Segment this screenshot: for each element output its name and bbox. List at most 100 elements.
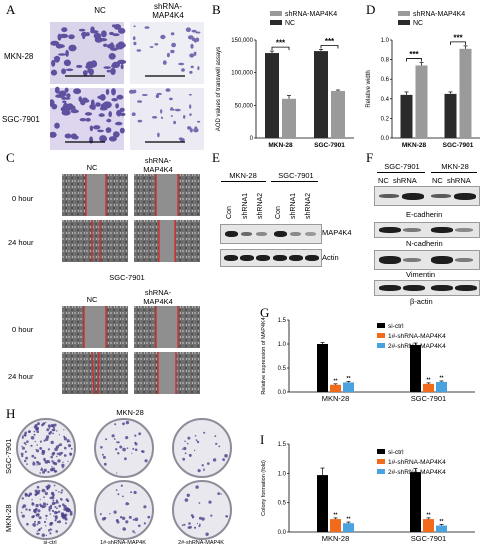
legend-label: si-ctrl	[388, 323, 404, 330]
panel-h-row-sgc7901: SGC-7901	[4, 438, 13, 474]
significance-bracket	[450, 41, 466, 45]
panel-e-lane-label: Con	[226, 206, 233, 219]
category-label: MKN-28	[402, 142, 427, 149]
panel-e-lane-label: shRNA1	[290, 192, 297, 219]
chart-d: 0.0 0.2 0.4 0.6 0.8 1.0 Relative width *** MKN-2…	[366, 11, 480, 149]
significance-mark: **	[440, 519, 444, 525]
significance-mark: ***	[409, 50, 419, 59]
y-axis-label: AOD values of transwell assays	[216, 47, 222, 131]
micrograph-sgc7901-nc	[50, 86, 126, 150]
legend-label: NC	[413, 20, 423, 27]
panel-c-top-col-shrna: shRNA- MAP4K4	[143, 156, 173, 174]
category-label: SGC-7901	[411, 534, 446, 543]
legend-label: shRNA-MAP4K4	[285, 11, 337, 18]
panel-letter-a: A	[6, 2, 16, 17]
legend-label: shRNA-MAP4K4	[413, 11, 465, 18]
colony-dish	[16, 480, 76, 540]
panel-f-protein-beta-actin: β-actin	[410, 297, 433, 306]
panel-e-group-line-1	[221, 181, 266, 182]
significance-mark: ***	[276, 39, 286, 48]
panel-f-group-line-1	[377, 172, 425, 173]
panel-letter-c: C	[6, 150, 15, 165]
legend-label: NC	[285, 20, 295, 27]
legend-swatch	[270, 20, 282, 25]
panel-e-lane-label: shRNA2	[305, 192, 312, 219]
chart-b: 0 50,000 100,000 150,000 AOD values of trans…	[216, 11, 354, 149]
y-tick-label: 0.0	[381, 136, 390, 142]
bar-1-shrna-map4k4	[330, 384, 341, 392]
category-label: MKN-28	[322, 534, 350, 543]
legend-label: si-ctrl	[388, 449, 404, 456]
panel-e-lane-label: shRNA1	[242, 192, 249, 219]
category-label: SGC-7901	[443, 142, 474, 149]
panel-f-lane-3: NC	[432, 176, 443, 185]
bar-2-shrna-map4k4	[343, 523, 354, 532]
significance-mark: **	[427, 512, 431, 518]
y-tick-label: 1.0	[381, 38, 390, 44]
panel-letter-h: H	[6, 406, 16, 421]
y-tick-label: 1.5	[278, 318, 287, 324]
y-tick-label: 0.0	[278, 390, 287, 396]
bar-si-ctrl	[317, 344, 328, 392]
legend-swatch	[398, 20, 410, 25]
panel-h-title: MKN-28	[116, 408, 144, 417]
legend-label: 2#-shRNA-MAP4K4	[388, 469, 446, 476]
panel-c-top-col-nc: NC	[86, 163, 98, 172]
panel-e-group-sgc7901: SGC-7901	[278, 171, 314, 180]
bar-1-shrna-map4k4	[423, 383, 434, 392]
colony-dish	[94, 480, 154, 540]
legend-swatch	[270, 11, 282, 16]
panel-h-colony-dishes	[16, 418, 232, 540]
panel-c-bottom-col-shrna: shRNA- MAP4K4	[143, 288, 173, 306]
wound-sgc7901-shrna-0h	[134, 306, 200, 348]
legend-swatch	[398, 11, 410, 16]
panel-c-bottom-row-24h: 24 hour	[8, 372, 34, 381]
panel-f-group-mkn28: MKN-28	[441, 162, 469, 171]
legend-swatch	[377, 469, 385, 474]
panel-e-group-line-2	[271, 181, 318, 182]
bar-shrna-map4k4	[459, 48, 472, 138]
panel-f-lane-1: NC	[378, 176, 389, 185]
panel-f-lane-2: shRNA	[393, 176, 417, 185]
bar-si-ctrl	[317, 475, 328, 532]
blot-f-e-cadherin	[374, 186, 480, 206]
bar-si-ctrl	[410, 472, 421, 532]
colony-dish	[172, 480, 232, 540]
significance-mark: ***	[325, 37, 335, 46]
panel-a-row-label-sgc7901: SGC-7901	[2, 115, 40, 124]
panel-letter-g: G	[260, 305, 270, 320]
significance-mark: **	[347, 517, 351, 523]
bar-shrna-map4k4	[415, 65, 428, 138]
panel-e-protein-actin: Actin	[322, 253, 339, 262]
panel-c-bottom-title: SGC-7901	[109, 273, 145, 282]
colony-dish	[16, 418, 76, 478]
significance-mark: **	[347, 376, 351, 382]
panel-c-bottom-row-0h: 0 hour	[12, 325, 34, 334]
colony-dish	[172, 418, 232, 478]
chart-i: 0.0 0.5 1.0 1.5 Colony formation (fold) ** ** M…	[261, 442, 475, 543]
significance-mark: **	[334, 378, 338, 384]
legend-swatch	[377, 323, 385, 328]
y-tick-label: 50,000	[235, 103, 254, 109]
wound-mkn28-shrna-24h	[134, 220, 200, 262]
y-tick-label: 1.0	[278, 471, 287, 477]
bar-nc	[265, 53, 279, 138]
panel-f-protein-e-cadherin: E-cadherin	[406, 210, 443, 219]
wound-mkn28-shrna-0h	[134, 174, 200, 216]
significance-mark: **	[334, 512, 338, 518]
y-axis-label: Colony formation (fold)	[261, 460, 267, 516]
panel-c-top-row-0h: 0 hour	[12, 194, 34, 203]
y-tick-label: 150,000	[231, 38, 253, 44]
y-axis-label: Relative width	[366, 70, 372, 107]
wound-sgc7901-shrna-24h	[134, 352, 200, 394]
panel-letter-b: B	[212, 2, 221, 17]
blot-e-map4k4	[220, 224, 322, 244]
panel-e-lane-label: shRNA2	[257, 192, 264, 219]
panel-f-protein-n-cadherin: N-cadherin	[406, 239, 443, 248]
category-label: SGC-7901	[314, 142, 345, 149]
bar-si-ctrl	[410, 344, 421, 392]
panel-e-group-mkn28: MKN-28	[229, 171, 257, 180]
panel-c-wound-images	[62, 174, 200, 394]
legend-label: 1#-shRNA-MAP4K4	[388, 333, 446, 340]
y-tick-label: 0	[250, 136, 254, 142]
